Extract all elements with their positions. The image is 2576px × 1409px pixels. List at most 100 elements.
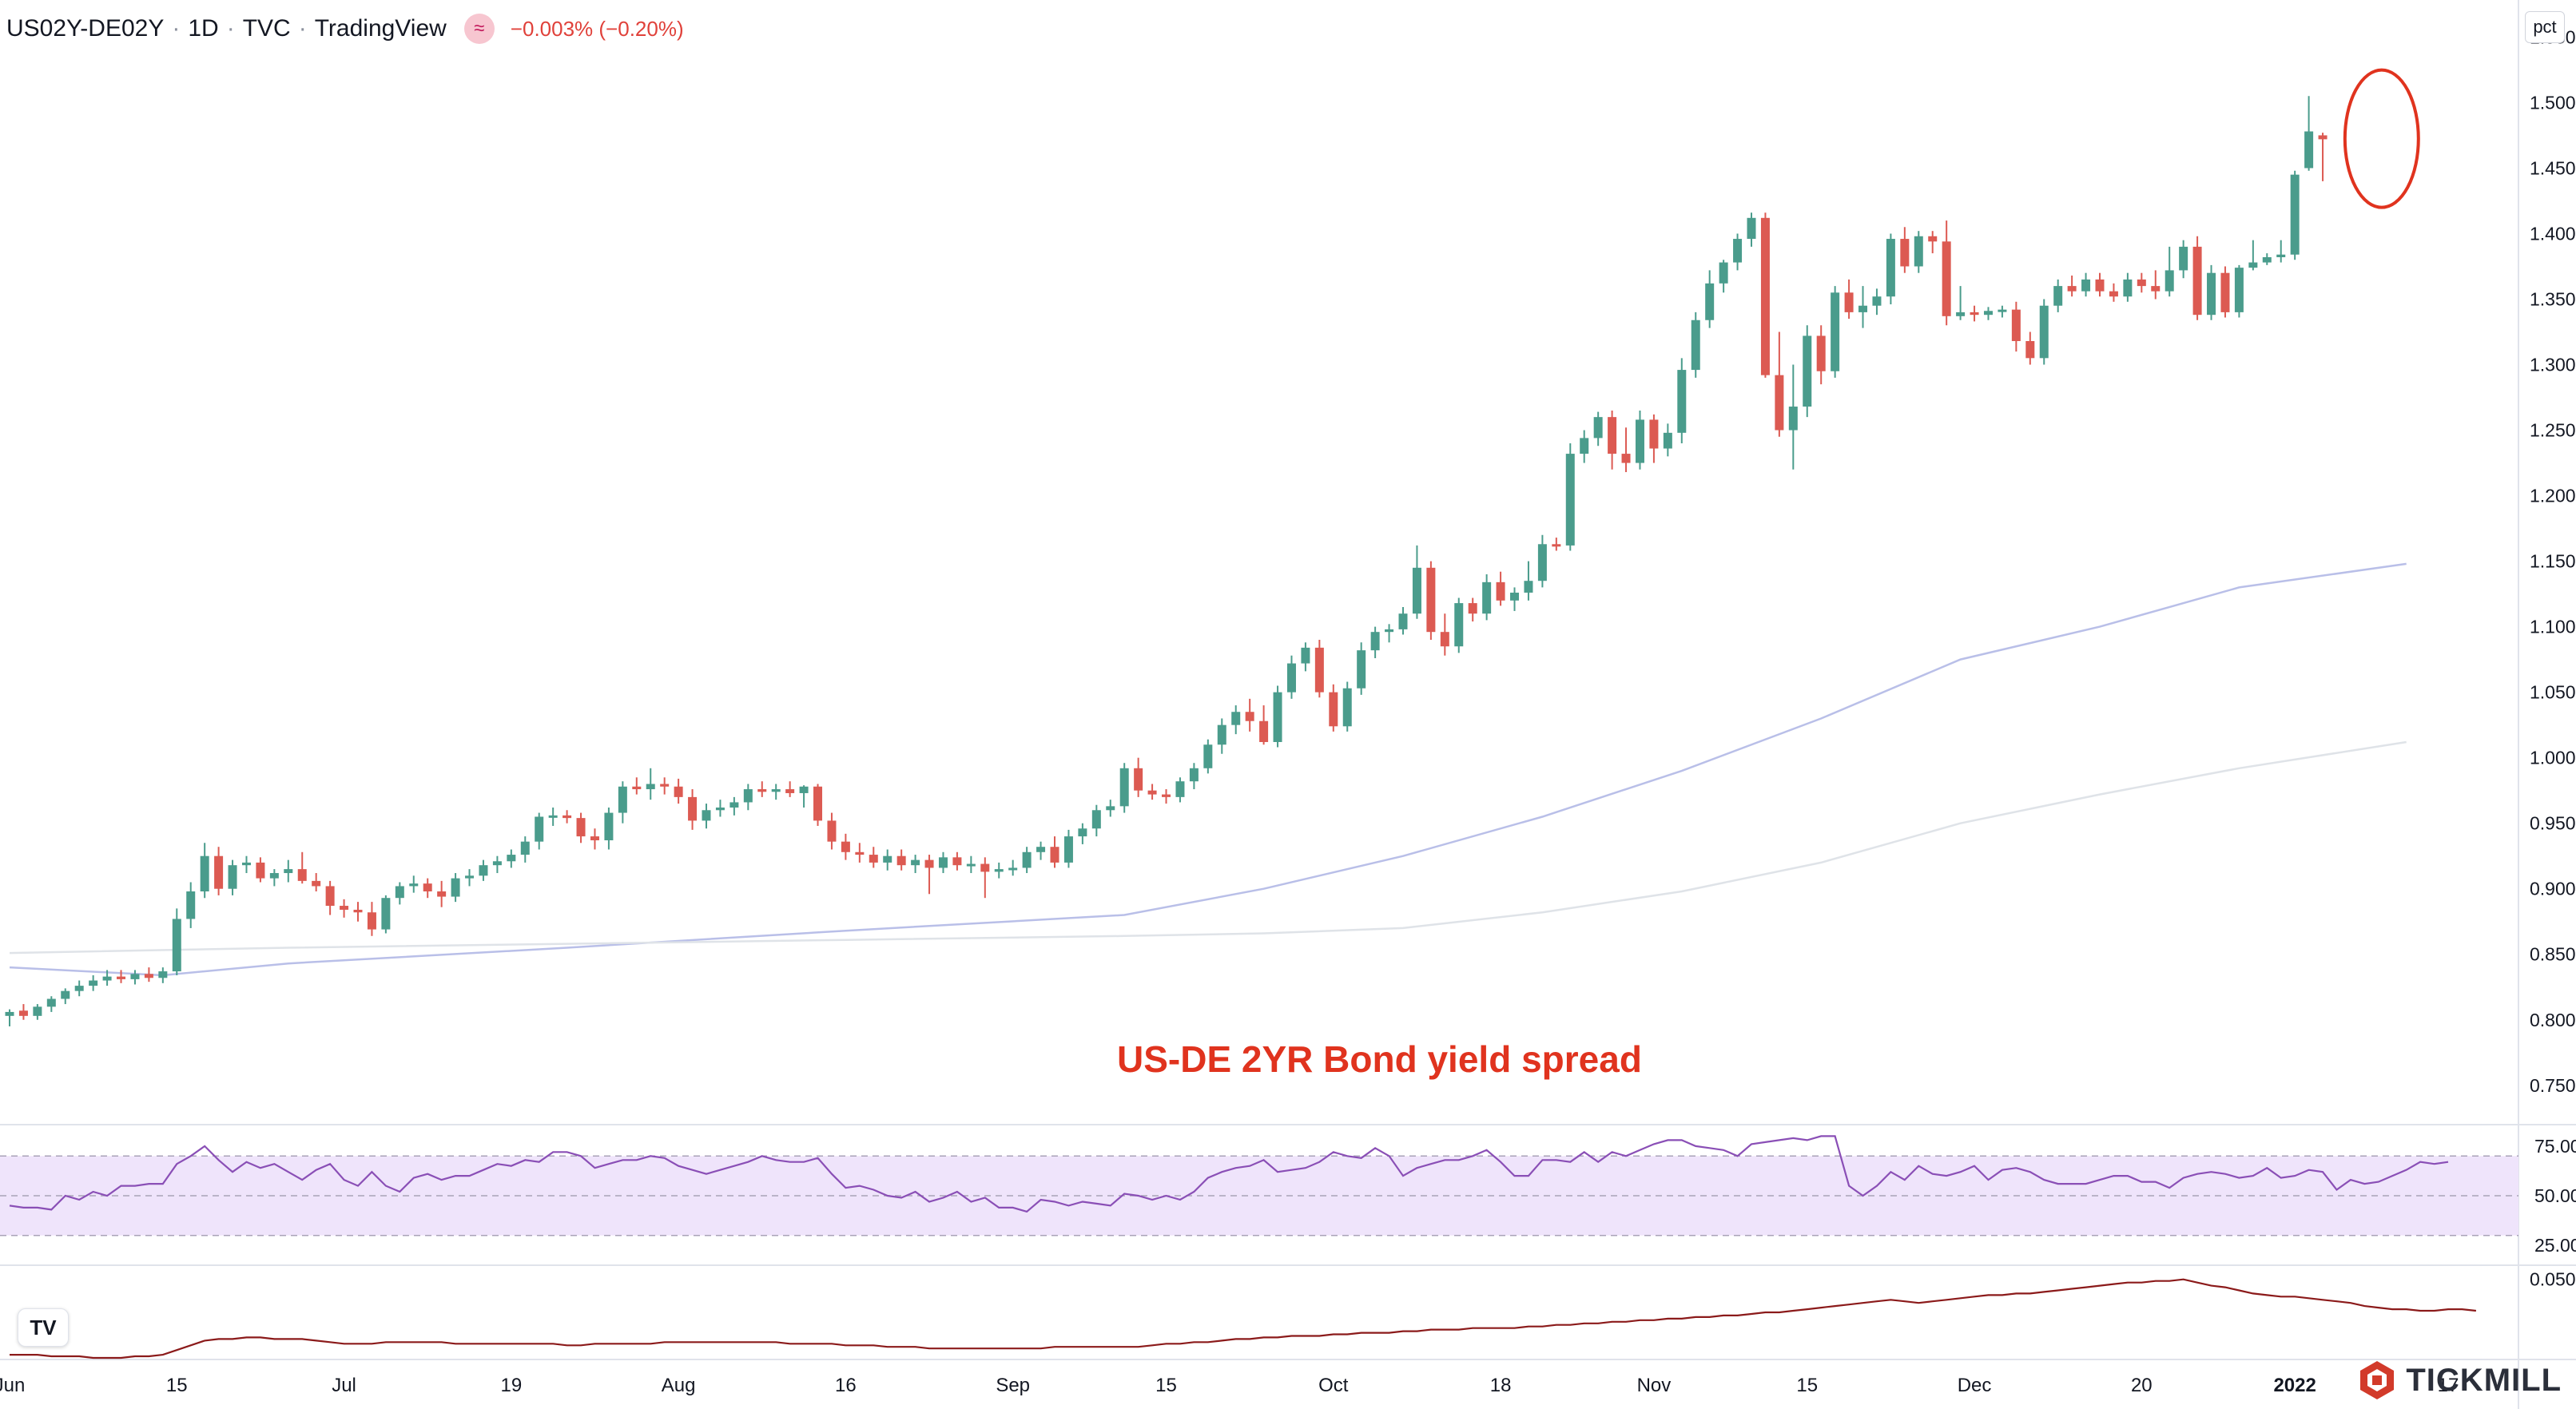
candle-down[interactable] xyxy=(117,970,126,983)
candle-up[interactable] xyxy=(1106,800,1115,817)
candle-up[interactable] xyxy=(89,974,98,991)
candle-down[interactable] xyxy=(1649,414,1659,463)
candle-down[interactable] xyxy=(1816,325,1826,385)
candle-up[interactable] xyxy=(1956,286,1966,320)
candle-down[interactable] xyxy=(2109,283,2118,302)
candle-up[interactable] xyxy=(241,855,251,874)
candle-down[interactable] xyxy=(437,880,447,907)
candle-up[interactable] xyxy=(2123,272,2133,302)
candle-up[interactable] xyxy=(172,908,181,975)
candle-down[interactable] xyxy=(1760,212,1770,378)
unit-toggle-button[interactable]: pct xyxy=(2525,11,2565,43)
candle-down[interactable] xyxy=(297,851,307,884)
candle-down[interactable] xyxy=(2011,301,2021,352)
candle-up[interactable] xyxy=(994,862,1004,879)
candle-up[interactable] xyxy=(61,988,70,1005)
candle-up[interactable] xyxy=(2081,272,2091,297)
candle-up[interactable] xyxy=(2179,240,2188,279)
candle-up[interactable] xyxy=(1063,829,1073,868)
candle-down[interactable] xyxy=(785,781,795,797)
candle-down[interactable] xyxy=(256,857,265,883)
candle-down[interactable] xyxy=(1050,836,1059,868)
candle-up[interactable] xyxy=(1412,545,1421,619)
candle-up[interactable] xyxy=(269,869,279,887)
candle-down[interactable] xyxy=(1775,331,1784,437)
candle-down[interactable] xyxy=(340,899,349,918)
candle-up[interactable] xyxy=(1831,286,1840,378)
candle-up[interactable] xyxy=(1677,358,1687,443)
candle-up[interactable] xyxy=(883,849,892,871)
candle-up[interactable] xyxy=(1301,642,1310,672)
candle-up[interactable] xyxy=(1231,705,1241,735)
candle-up[interactable] xyxy=(2039,299,2049,365)
candle-up[interactable] xyxy=(520,836,530,863)
candle-up[interactable] xyxy=(381,895,391,934)
candle-down[interactable] xyxy=(1245,698,1254,732)
candle-up[interactable] xyxy=(200,843,209,899)
candle-up[interactable] xyxy=(1189,763,1199,790)
candle-up[interactable] xyxy=(1510,587,1520,611)
candle-down[interactable] xyxy=(841,833,850,860)
candle-down[interactable] xyxy=(1147,784,1157,800)
candle-down[interactable] xyxy=(980,857,990,899)
candle-up[interactable] xyxy=(451,873,460,903)
candle-down[interactable] xyxy=(590,828,599,850)
candle-up[interactable] xyxy=(1091,804,1101,837)
candle-down[interactable] xyxy=(1970,305,1979,322)
candle-down[interactable] xyxy=(827,812,837,850)
candle-up[interactable] xyxy=(1524,561,1533,601)
candle-up[interactable] xyxy=(1593,411,1603,447)
candle-up[interactable] xyxy=(1119,763,1129,813)
candle-up[interactable] xyxy=(1733,233,1743,271)
candle-up[interactable] xyxy=(284,859,293,883)
candle-up[interactable] xyxy=(1719,260,1728,293)
candle-down[interactable] xyxy=(2095,272,2105,297)
candle-down[interactable] xyxy=(367,902,376,936)
candle-down[interactable] xyxy=(2318,133,2328,181)
candle-down[interactable] xyxy=(1440,613,1449,656)
candle-down[interactable] xyxy=(869,847,878,868)
candle-down[interactable] xyxy=(2137,272,2146,293)
candle-down[interactable] xyxy=(18,1004,28,1020)
candle-up[interactable] xyxy=(911,855,920,874)
candle-up[interactable] xyxy=(479,859,488,881)
candles[interactable] xyxy=(5,96,2328,1026)
candle-up[interactable] xyxy=(1537,534,1547,588)
candle-down[interactable] xyxy=(1942,220,1951,326)
candle-down[interactable] xyxy=(1844,279,1854,320)
candle-down[interactable] xyxy=(2067,275,2077,297)
candle-up[interactable] xyxy=(2290,170,2300,260)
candle-down[interactable] xyxy=(325,880,335,915)
candle-down[interactable] xyxy=(1608,410,1617,470)
candle-up[interactable] xyxy=(1385,624,1394,643)
candle-up[interactable] xyxy=(604,808,614,850)
candle-up[interactable] xyxy=(2207,264,2216,320)
candle-up[interactable] xyxy=(966,855,976,874)
candle-down[interactable] xyxy=(1314,640,1324,698)
interval-label[interactable]: 1D xyxy=(188,15,219,42)
candle-up[interactable] xyxy=(46,996,56,1012)
candle-down[interactable] xyxy=(214,847,224,895)
candle-down[interactable] xyxy=(813,784,823,826)
candle-up[interactable] xyxy=(1983,307,1993,320)
candle-up[interactable] xyxy=(1635,410,1644,470)
candle-up[interactable] xyxy=(5,1009,14,1026)
candle-up[interactable] xyxy=(33,1004,42,1020)
candle-up[interactable] xyxy=(1788,364,1798,470)
candle-down[interactable] xyxy=(1552,538,1561,551)
candle-up[interactable] xyxy=(409,875,419,893)
candle-down[interactable] xyxy=(576,812,586,843)
candle-up[interactable] xyxy=(186,882,196,928)
candle-up[interactable] xyxy=(938,851,948,874)
candle-down[interactable] xyxy=(757,781,767,797)
candle-down[interactable] xyxy=(924,855,934,895)
candle-up[interactable] xyxy=(771,784,781,800)
candle-up[interactable] xyxy=(535,812,544,850)
candle-down[interactable] xyxy=(353,902,363,922)
candle-up[interactable] xyxy=(2304,96,2314,171)
candle-up[interactable] xyxy=(1691,312,1700,378)
candle-up[interactable] xyxy=(1803,325,1812,418)
candle-down[interactable] xyxy=(2220,266,2230,318)
candle-up[interactable] xyxy=(74,980,84,997)
